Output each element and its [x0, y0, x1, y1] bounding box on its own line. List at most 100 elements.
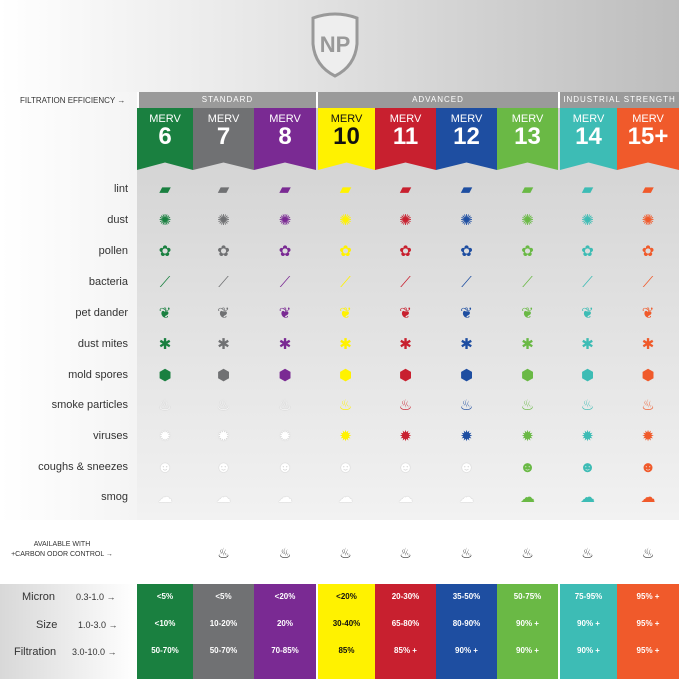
- merv-badge-13: MERV 13: [497, 108, 558, 170]
- paw-icon: ❦: [641, 305, 655, 322]
- filtration-value: 10-20%: [209, 619, 238, 628]
- merv-number: 10: [333, 123, 360, 150]
- duster-icon: ✺: [460, 212, 473, 229]
- merv-badge-7: MERV 7: [193, 108, 254, 170]
- carbon-label: AVAILABLE WITH +CARBON ODOR CONTROL →: [2, 540, 122, 560]
- merv-label: MERV: [330, 113, 363, 125]
- virus-icon: ✹: [460, 428, 473, 445]
- bacteria-icon: ⟋: [400, 274, 411, 291]
- virus-icon: ✹: [521, 428, 534, 445]
- filtration-value: 95% +: [636, 592, 660, 601]
- cloud-icon: ☁: [580, 489, 595, 506]
- lint-icon: ▰: [581, 181, 594, 198]
- merv-badge-12: MERV 12: [436, 108, 497, 170]
- spore-icon: ⬢: [459, 367, 474, 384]
- filtration-value: 90% +: [516, 619, 539, 628]
- merv-number: 6: [158, 123, 172, 150]
- bacteria-icon: ⟋: [159, 274, 171, 291]
- carbon-steam-icon: ♨: [339, 545, 352, 561]
- bacteria-icon: ⟋: [279, 274, 291, 291]
- paw-icon: ❦: [521, 305, 534, 322]
- virus-icon: ✹: [217, 428, 230, 445]
- flower-icon: ✿: [641, 243, 655, 260]
- table-label-filtration: Filtration: [14, 646, 57, 658]
- merv-label: MERV: [207, 113, 240, 125]
- filtration-value: 20-30%: [391, 592, 420, 601]
- merv-number: 15+: [627, 123, 669, 150]
- filtration-value: <20%: [336, 592, 357, 601]
- pipe-icon: ♨: [216, 397, 231, 414]
- filtration-column-6: <5% <10% 50-70%: [137, 584, 193, 679]
- mite-icon: ✱: [339, 336, 352, 353]
- cloud-icon: ☁: [640, 489, 656, 506]
- mite-icon: ✱: [581, 336, 594, 353]
- filtration-efficiency-label: FILTRATION EFFICIENCY →: [20, 96, 126, 105]
- filtration-value: 95% +: [636, 646, 660, 655]
- spore-icon: ⬢: [338, 367, 353, 384]
- cloud-icon: ☁: [277, 489, 293, 506]
- filtration-value: 90% +: [516, 646, 539, 655]
- paw-icon: ❦: [460, 305, 473, 322]
- sneeze-icon: ☻: [458, 459, 475, 476]
- cloud-icon: ☁: [459, 489, 474, 506]
- filtration-column-7: <5% 10-20% 50-70%: [193, 584, 254, 679]
- mite-icon: ✱: [641, 336, 655, 353]
- lint-icon: ▰: [279, 181, 291, 198]
- table-label-micron: Micron: [22, 591, 56, 603]
- paw-icon: ❦: [217, 305, 230, 322]
- sneeze-icon: ☻: [277, 459, 293, 476]
- cloud-icon: ☁: [520, 489, 535, 506]
- cloud-icon: ☁: [338, 489, 353, 506]
- filtration-value: 50-75%: [513, 592, 542, 601]
- spore-icon: ⬢: [580, 367, 595, 384]
- lint-icon: ▰: [399, 181, 412, 198]
- bacteria-icon: ⟋: [218, 274, 229, 291]
- table-label-area: [0, 584, 137, 679]
- merv-number: 12: [453, 123, 480, 150]
- duster-icon: ✺: [581, 212, 594, 229]
- filtration-value: <5%: [156, 592, 174, 601]
- np-logo: NP: [305, 10, 365, 80]
- merv-badge-10: MERV 10: [318, 108, 375, 170]
- flower-icon: ✿: [217, 243, 230, 260]
- sneeze-icon: ☻: [519, 459, 536, 476]
- filtration-column-13: 50-75% 90% + 90% +: [497, 584, 558, 679]
- filtration-value: <10%: [154, 619, 176, 628]
- particle-label: coughs & sneezes: [38, 461, 128, 473]
- filtration-column-14: 75-95% 90% + 90% +: [560, 584, 617, 679]
- duster-icon: ✺: [217, 212, 230, 229]
- filtration-value: 90% +: [455, 646, 478, 655]
- particle-label: dust mites: [77, 338, 128, 350]
- mite-icon: ✱: [278, 336, 292, 353]
- mite-icon: ✱: [399, 336, 412, 353]
- sneeze-icon: ☻: [215, 459, 232, 476]
- duster-icon: ✺: [399, 212, 412, 229]
- sneeze-icon: ☻: [579, 459, 596, 476]
- merv-label: MERV: [632, 113, 664, 125]
- filtration-value: 90% +: [577, 619, 600, 628]
- filtration-column-12: 35-50% 80-90% 90% +: [436, 584, 497, 679]
- merv-number: 11: [392, 123, 419, 150]
- filtration-value: 90% +: [577, 646, 600, 655]
- flower-icon: ✿: [521, 243, 534, 260]
- pipe-icon: ♨: [580, 397, 595, 414]
- filtration-value: 85%: [338, 646, 355, 655]
- carbon-line2: +CARBON ODOR CONTROL →: [11, 551, 113, 558]
- flower-icon: ✿: [460, 243, 473, 260]
- carbon-line1: AVAILABLE WITH: [33, 541, 91, 548]
- pipe-icon: ♨: [520, 397, 535, 414]
- merv-number: 8: [278, 123, 292, 150]
- filtration-value: 30-40%: [332, 619, 361, 628]
- group-advanced: ADVANCED: [316, 92, 558, 108]
- merv-badge-8: MERV 8: [254, 108, 316, 170]
- pipe-icon: ♨: [158, 397, 172, 414]
- filtration-value: 20%: [276, 619, 293, 628]
- bacteria-icon: ⟋: [582, 274, 593, 291]
- merv-label: MERV: [389, 113, 422, 125]
- duster-icon: ✺: [278, 212, 292, 229]
- particle-label: dust: [107, 214, 128, 226]
- paw-icon: ❦: [581, 305, 594, 322]
- filtration-value: <5%: [215, 592, 232, 601]
- filtration-value: 65-80%: [391, 619, 420, 628]
- flower-icon: ✿: [158, 243, 172, 260]
